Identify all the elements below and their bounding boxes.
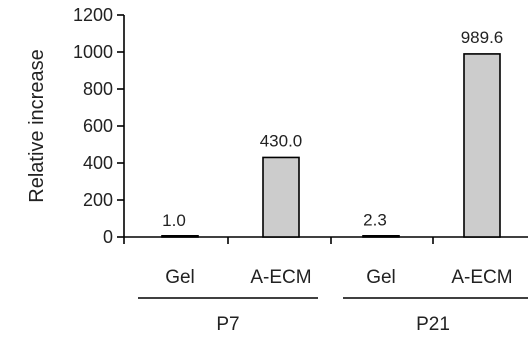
- data-label: 1.0: [162, 211, 186, 230]
- y-tick-label: 400: [83, 153, 113, 173]
- group-label: P7: [216, 314, 239, 335]
- labels: 0 200 400 600 800 1000 1200 1.0 430.0 2.3 989.6 Gel…: [73, 5, 513, 335]
- y-tick-label: 200: [83, 190, 113, 210]
- y-tick-label: 600: [83, 116, 113, 136]
- bar: [262, 156, 300, 238]
- bar: [463, 53, 501, 238]
- y-axis-label: Relative increase: [26, 49, 48, 202]
- y-tick-label: 800: [83, 79, 113, 99]
- x-tick-label: A-ECM: [451, 267, 512, 288]
- bar: [161, 235, 199, 238]
- y-tick-label: 1200: [73, 5, 113, 25]
- x-tick-label: A-ECM: [250, 267, 311, 288]
- data-label: 989.6: [461, 28, 504, 47]
- y-tick-label: 1000: [73, 42, 113, 62]
- x-tick-label: Gel: [165, 267, 195, 288]
- data-label: 2.3: [363, 211, 387, 230]
- group-label: P21: [416, 314, 450, 335]
- bar: [362, 235, 400, 238]
- bars: [161, 53, 501, 238]
- x-tick-label: Gel: [366, 267, 396, 288]
- y-tick-label: 0: [103, 227, 113, 247]
- data-label: 430.0: [260, 131, 303, 150]
